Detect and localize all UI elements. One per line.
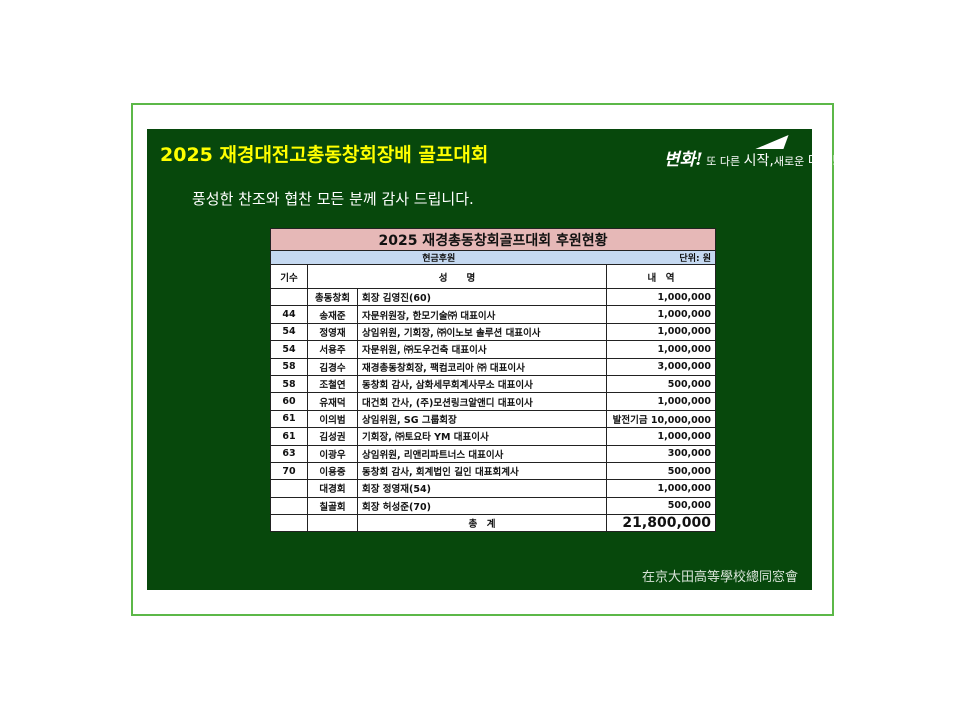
cell-class: 70	[270, 461, 308, 481]
slide-title: 2025 재경대전고총동창회장배 골프대회	[160, 144, 489, 166]
cell-name: 김성권	[307, 427, 358, 446]
slogan-logo: 변화! 또 다른 시작,새로운 미래!	[664, 150, 837, 170]
table-row: 칠골회 회장 허성준(70) 500,000	[270, 496, 716, 516]
cell-title: 회장 김영진(60)	[357, 287, 607, 307]
cell-amount: 1,000,000	[606, 479, 716, 498]
organization-name: 在京大田高等學校總同窓會	[642, 570, 799, 585]
cell-amount: 1,000,000	[606, 305, 716, 324]
cell-title: 상임위원, SG 그룹회장	[357, 409, 607, 429]
cell-class	[270, 479, 308, 498]
cell-title: 기회장, ㈜토요타 YM 대표이사	[357, 427, 607, 446]
cell-name: 정영재	[307, 322, 358, 342]
slide-subtitle: 풍성한 찬조와 협찬 모든 분께 감사 드립니다.	[192, 190, 474, 208]
cell-amount: 500,000	[606, 374, 716, 394]
table-row: 61 이의범 상임위원, SG 그룹회장 발전기금 10,000,000	[270, 409, 716, 429]
total-row: 총 계 21,800,000	[270, 514, 716, 533]
cell-title: 대건회 간사, (주)모션링크알앤디 대표이사	[357, 392, 607, 411]
table-title: 2025 재경총동창회골프대회 후원현황	[270, 228, 716, 251]
cell-title: 동창회 감사, 회계법인 길인 대표회계사	[357, 461, 607, 481]
cell-name: 유재덕	[307, 392, 358, 411]
cell-class: 61	[270, 427, 308, 446]
table-row: 54 정영재 상임위원, 기회장, ㈜이노보 솔루션 대표이사 1,000,000	[270, 322, 716, 342]
cell-title: 회장 정영재(54)	[357, 479, 607, 498]
cell-name: 대경회	[307, 479, 358, 498]
table-row: 61 김성권 기회장, ㈜토요타 YM 대표이사 1,000,000	[270, 427, 716, 446]
cell-class	[270, 287, 308, 307]
cell-name: 이광우	[307, 444, 358, 463]
total-amount: 21,800,000	[606, 514, 716, 533]
cell-amount: 발전기금 10,000,000	[606, 409, 716, 429]
table-row: 60 유재덕 대건회 간사, (주)모션링크알앤디 대표이사 1,000,000	[270, 392, 716, 411]
cell-class: 54	[270, 340, 308, 359]
cell-amount: 3,000,000	[606, 357, 716, 376]
header-name: 성 명	[307, 264, 607, 289]
header-amount: 내 역	[606, 264, 716, 289]
cell-title: 자문위원, ㈜도우건축 대표이사	[357, 340, 607, 359]
cell-amount: 300,000	[606, 444, 716, 463]
cell-amount: 500,000	[606, 496, 716, 516]
cell-amount: 1,000,000	[606, 322, 716, 342]
cell-title: 동창회 감사, 삼화세무회계사무소 대표이사	[357, 374, 607, 394]
header-class: 기수	[270, 264, 308, 289]
table-row: 58 조철연 동창회 감사, 삼화세무회계사무소 대표이사 500,000	[270, 374, 716, 394]
cell-class: 58	[270, 374, 308, 394]
cell-class: 61	[270, 409, 308, 429]
cell-amount: 1,000,000	[606, 392, 716, 411]
table-row: 총동창회 회장 김영진(60) 1,000,000	[270, 287, 716, 307]
cell-name: 칠골회	[307, 496, 358, 516]
table-row: 54 서용주 자문위원, ㈜도우건축 대표이사 1,000,000	[270, 340, 716, 359]
cell-title: 자문위원장, 한모기술㈜ 대표이사	[357, 305, 607, 324]
cell-name: 이용중	[307, 461, 358, 481]
cell-name: 송재준	[307, 305, 358, 324]
cell-class: 60	[270, 392, 308, 411]
cell-class: 58	[270, 357, 308, 376]
cell-amount: 1,000,000	[606, 287, 716, 307]
cell-class: 44	[270, 305, 308, 324]
table-row: 대경회 회장 정영재(54) 1,000,000	[270, 479, 716, 498]
cell-amount: 500,000	[606, 461, 716, 481]
cell-empty	[307, 514, 358, 533]
unit-label: 단위: 원	[606, 250, 716, 265]
cell-class: 63	[270, 444, 308, 463]
table-row: 63 이광우 상임위원, 리앤리파트너스 대표이사 300,000	[270, 444, 716, 463]
cell-title: 회장 허성준(70)	[357, 496, 607, 516]
cell-name: 서용주	[307, 340, 358, 359]
cell-name: 이의범	[307, 409, 358, 429]
table-row: 58 김경수 재경총동창회장, 팩컴코리아 ㈜ 대표이사 3,000,000	[270, 357, 716, 376]
total-label: 총 계	[357, 514, 607, 533]
cell-title: 상임위원, 리앤리파트너스 대표이사	[357, 444, 607, 463]
table-row: 70 이용중 동창회 감사, 회계법인 길인 대표회계사 500,000	[270, 461, 716, 481]
cell-title: 재경총동창회장, 팩컴코리아 ㈜ 대표이사	[357, 357, 607, 376]
cell-class	[270, 496, 308, 516]
cell-class: 54	[270, 322, 308, 342]
cell-name: 조철연	[307, 374, 358, 394]
cell-amount: 1,000,000	[606, 427, 716, 446]
section-label: 현금후원	[270, 250, 607, 265]
cell-title: 상임위원, 기회장, ㈜이노보 솔루션 대표이사	[357, 322, 607, 342]
cell-name: 총동창회	[307, 287, 358, 307]
cell-name: 김경수	[307, 357, 358, 376]
table-row: 44 송재준 자문위원장, 한모기술㈜ 대표이사 1,000,000	[270, 305, 716, 324]
cell-amount: 1,000,000	[606, 340, 716, 359]
cell-empty	[270, 514, 308, 533]
